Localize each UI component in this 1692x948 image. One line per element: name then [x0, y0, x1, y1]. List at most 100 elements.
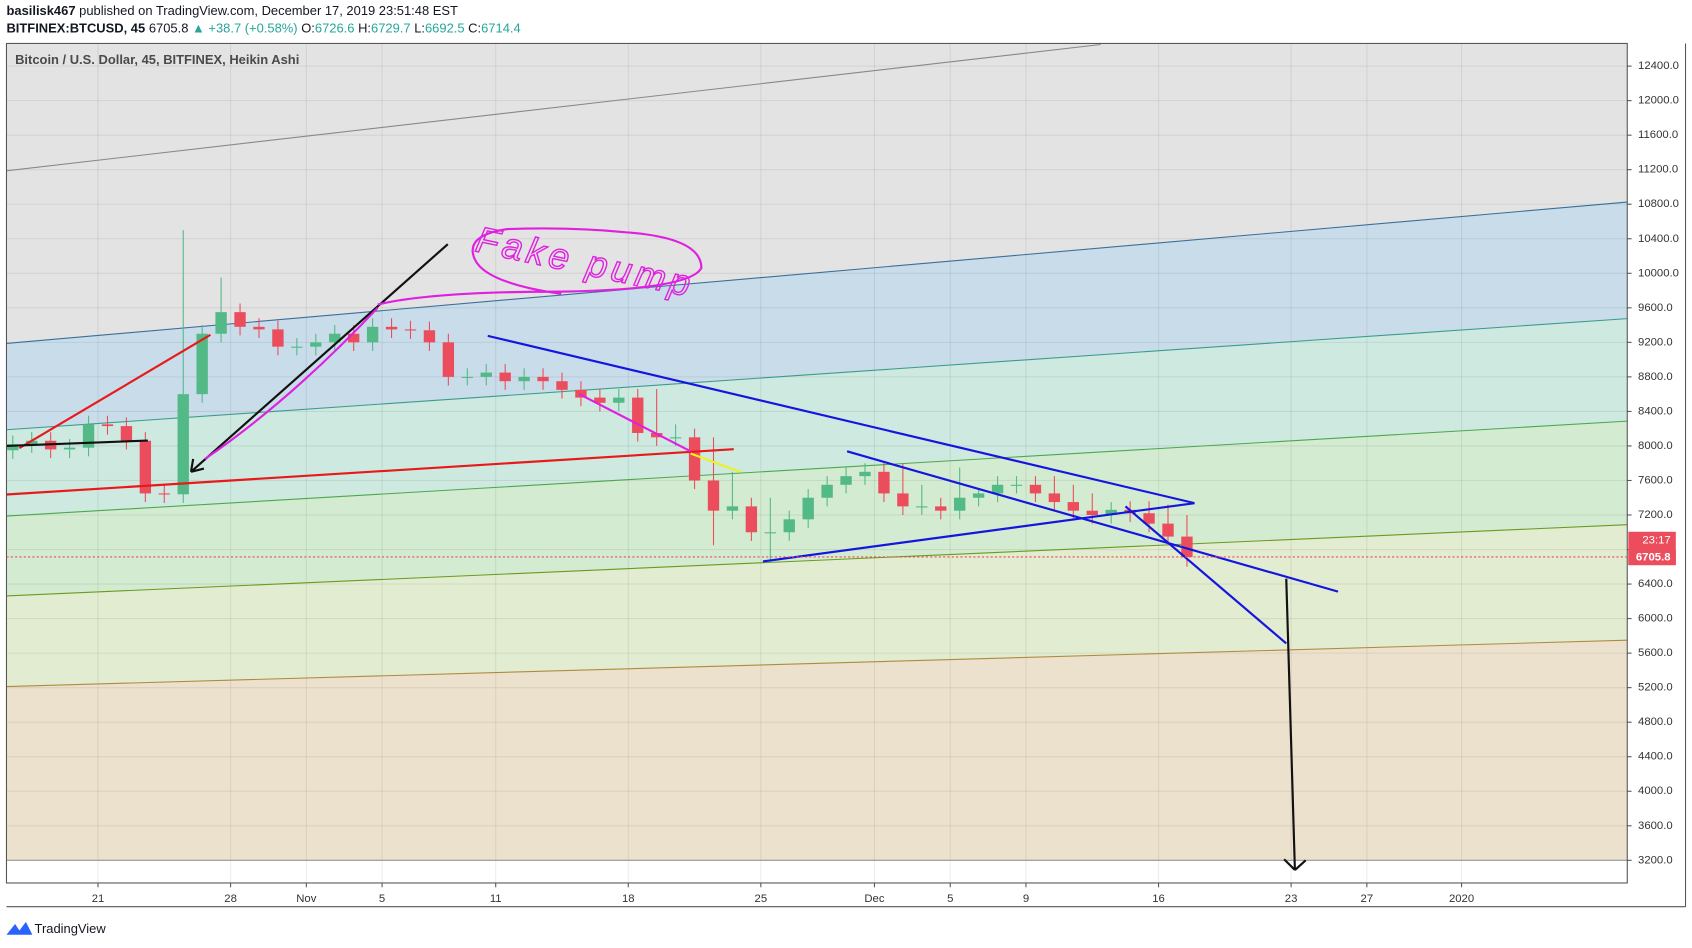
candles [7, 230, 1193, 567]
candle-body [347, 333, 360, 343]
trend-line [1124, 505, 1287, 645]
label: O: [301, 21, 315, 36]
footer: TradingView [6, 921, 106, 936]
x-tick-label: 18 [622, 893, 635, 905]
y-tick-label: 4800.0 [1638, 716, 1673, 728]
candle-body [461, 376, 473, 378]
y-tick-label: 12000.0 [1638, 95, 1679, 107]
axes: 3200.03600.04000.04400.04800.05200.05600… [5, 42, 1687, 908]
header-line: basilisk467 published on TradingView.com… [6, 4, 458, 19]
candle-body [101, 424, 114, 427]
y-tick-label: 7200.0 [1638, 509, 1673, 521]
x-tick-label: 21 [92, 893, 105, 905]
x-tick-label: 27 [1361, 893, 1374, 905]
candle-body [1048, 493, 1061, 503]
candle-body [802, 497, 814, 520]
candle-body [1105, 509, 1117, 516]
candle-body [177, 394, 189, 495]
x-tick-label: Dec [864, 893, 884, 905]
value: 6692.5 [425, 21, 465, 36]
channel-line [6, 318, 1628, 431]
candle-body [158, 493, 170, 495]
arrow [1283, 578, 1307, 871]
trend-line [6, 448, 734, 496]
header-line: BITFINEX:BTCUSD, 45 6705.8 ▲ +38.7 (+0.5… [6, 21, 520, 36]
y-tick-label: 11600.0 [1638, 129, 1678, 141]
y-tick-label: 6400.0 [1638, 578, 1673, 590]
trend-line [204, 307, 379, 460]
band [6, 421, 1628, 596]
y-tick-label: 6000.0 [1638, 613, 1673, 625]
candle-body [1181, 536, 1193, 557]
candle-body [726, 506, 739, 511]
label: H: [358, 21, 371, 36]
x-tick-label: 25 [755, 893, 768, 905]
countdown: 23:17 [1642, 534, 1670, 546]
candle-body [366, 326, 379, 343]
candle-body [972, 493, 985, 498]
band [6, 43, 1628, 344]
value: 6726.6 [315, 21, 355, 36]
y-tick-label: 7600.0 [1638, 474, 1673, 486]
y-tick-label: 9600.0 [1638, 302, 1673, 314]
candle-body [404, 329, 417, 331]
y-tick-label: 8000.0 [1638, 440, 1673, 452]
x-tick-label: 28 [224, 893, 237, 905]
candle-body [594, 397, 606, 403]
candle-body [480, 372, 492, 377]
trend-line [578, 393, 692, 453]
x-tick-label: 2020 [1449, 893, 1474, 905]
plot-frame [5, 42, 1628, 884]
logo [6, 921, 33, 935]
candle-body [82, 424, 95, 448]
x-tick-label: 5 [379, 893, 385, 905]
candle-body [783, 519, 795, 533]
band [6, 202, 1628, 430]
y-tick-label: 5600.0 [1638, 647, 1673, 659]
x-tick-label: Nov [296, 893, 316, 905]
y-tick-label: 10400.0 [1638, 233, 1679, 245]
y-tick-label: 10000.0 [1638, 267, 1679, 279]
band [6, 318, 1628, 517]
candle-body [840, 476, 852, 485]
candle-body [1029, 484, 1042, 494]
y-tick-label: 11200.0 [1638, 164, 1678, 176]
band [6, 524, 1628, 687]
channel-lines [6, 43, 1628, 861]
trend-line [762, 502, 1195, 563]
candle-body [632, 397, 644, 433]
candle-body [935, 506, 947, 511]
y-tick-label: 12400.0 [1638, 60, 1679, 72]
y-tick-label: 4400.0 [1638, 751, 1673, 763]
value: 6729.7 [371, 21, 411, 36]
y-tick-label: 3600.0 [1638, 820, 1673, 832]
x-tick-label: 9 [1023, 893, 1029, 905]
candle-body [139, 440, 152, 494]
candle-body [821, 484, 833, 498]
candle-body [707, 480, 720, 511]
candle-body [234, 312, 246, 327]
chart-title: Bitcoin / U.S. Dollar, 45, BITFINEX, Hei… [15, 52, 299, 67]
price: 6705.8 [149, 21, 189, 36]
y-tick-label: 5200.0 [1638, 682, 1673, 694]
candle-body [291, 346, 303, 348]
candle-body [688, 437, 701, 481]
candle-body [859, 471, 871, 477]
candle-body [26, 440, 38, 445]
arrow [189, 243, 449, 473]
candle-body [1143, 513, 1155, 524]
value: 6714.4 [481, 21, 521, 36]
candle-body [518, 376, 530, 382]
candle-body [613, 397, 625, 403]
author: basilisk467 [6, 4, 75, 19]
x-tick-label: 16 [1152, 893, 1165, 905]
price-box [1628, 531, 1676, 566]
trend-line [690, 452, 741, 473]
candle-body [310, 342, 322, 347]
candle-body [878, 471, 890, 494]
candle-body [954, 497, 966, 511]
channel-line [6, 201, 1628, 344]
candle-body [745, 506, 758, 533]
trend-line [846, 450, 1339, 593]
